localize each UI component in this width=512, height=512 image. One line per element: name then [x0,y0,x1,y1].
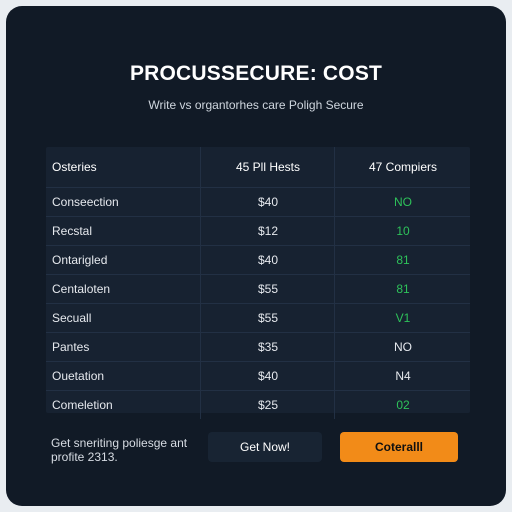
table-row: Pantes $35 NO [46,332,470,362]
column-header-plan-a: 45 Pll Hests [200,147,335,187]
column-header-features: Osteries [52,160,97,174]
row-label: Secuall [52,310,92,325]
table-row: Secuall $55 V1 [46,303,470,333]
row-label: Centaloten [52,281,111,296]
row-label: Comeletion [52,397,113,412]
row-price: $55 [200,274,335,303]
table-header-row: Osteries 45 Pll Hests 47 Compiers [46,147,470,188]
row-value: 81 [334,245,471,274]
table-row: Recstal $12 10 [46,216,470,246]
primary-cta-button[interactable]: Coteralll [340,432,458,462]
row-value: 02 [334,390,471,419]
row-price: $35 [200,332,335,361]
row-value: V1 [334,303,471,332]
table-row: Ouetation $40 N4 [46,361,470,391]
row-label: Pantes [52,339,90,354]
row-label: Ouetation [52,368,105,383]
row-value: 81 [334,274,471,303]
get-now-button[interactable]: Get Now! [208,432,322,462]
page-subtitle: Write vs organtorhes care Poligh Secure [148,98,364,112]
row-price: $25 [200,390,335,419]
footer-note: Get sneriting poliesge ant profite 2313. [51,436,211,464]
row-price: $40 [200,187,335,216]
footer-note-line2: profite 2313. [51,450,118,464]
table-row: Centaloten $55 81 [46,274,470,304]
row-price: $40 [200,361,335,390]
pricing-card: PROCUSSECURE: COST Write vs organtorhes … [6,6,506,506]
table-row: Ontarigled $40 81 [46,245,470,275]
comparison-table: Osteries 45 Pll Hests 47 Compiers Consee… [46,147,470,419]
table-row: Conseection $40 NO [46,187,470,217]
row-price: $40 [200,245,335,274]
row-value: 10 [334,216,471,245]
row-price: $12 [200,216,335,245]
row-label: Conseection [52,194,119,209]
footer-note-line1: Get sneriting poliesge ant [51,436,188,450]
row-value: NO [334,187,471,216]
row-label: Ontarigled [52,252,108,267]
row-value: NO [334,332,471,361]
table-row: Comeletion $25 02 [46,390,470,419]
row-label: Recstal [52,223,93,238]
column-header-plan-b: 47 Compiers [334,147,471,187]
page-title: PROCUSSECURE: COST [129,62,383,85]
row-value: N4 [334,361,471,390]
row-price: $55 [200,303,335,332]
